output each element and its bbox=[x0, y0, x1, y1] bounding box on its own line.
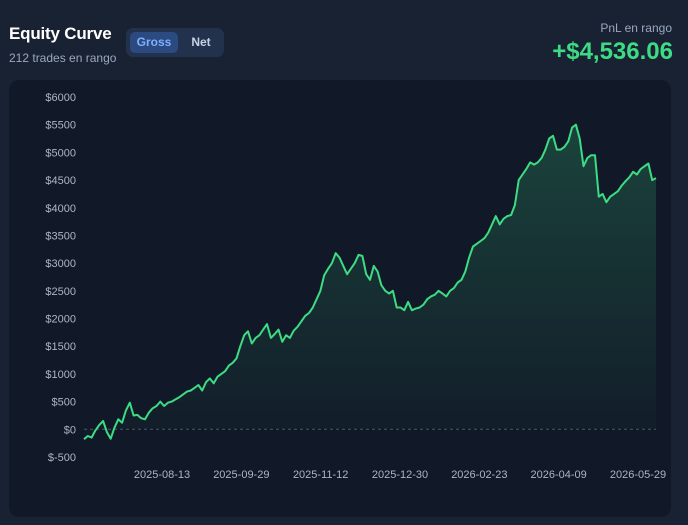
gross-net-toggle: Gross Net bbox=[126, 28, 224, 57]
y-tick-label: $-500 bbox=[48, 452, 76, 464]
net-toggle-button[interactable]: Net bbox=[191, 35, 211, 49]
x-tick-label: 2025-09-29 bbox=[213, 469, 269, 481]
y-tick-label: $3000 bbox=[45, 258, 76, 270]
equity-area-fill bbox=[84, 124, 656, 440]
trade-count-subtitle: 212 trades en rango bbox=[9, 51, 117, 65]
x-tick-label: 2026-04-09 bbox=[531, 469, 587, 481]
y-axis: $-500 $0 $500 $1000 $1500 $2000 $2500 $3000 $350… bbox=[45, 92, 76, 464]
y-tick-label: $1500 bbox=[45, 341, 76, 353]
y-tick-label: $5500 bbox=[45, 120, 76, 132]
pnl-value: +$4,536.06 bbox=[552, 38, 673, 65]
chart-title: Equity Curve bbox=[9, 24, 112, 43]
y-tick-label: $2000 bbox=[45, 314, 76, 326]
y-tick-label: $4500 bbox=[45, 175, 76, 187]
y-tick-label: $5000 bbox=[45, 147, 76, 159]
y-tick-label: $1000 bbox=[45, 369, 76, 381]
pnl-label: PnL en rango bbox=[600, 21, 672, 35]
x-axis: 2025-08-13 2025-09-29 2025-11-12 2025-12-30… bbox=[134, 469, 666, 481]
x-tick-label: 2026-05-29 bbox=[610, 469, 666, 481]
x-tick-label: 2025-08-13 bbox=[134, 469, 190, 481]
equity-line bbox=[83, 123, 657, 441]
y-tick-label: $6000 bbox=[45, 92, 76, 104]
y-tick-label: $0 bbox=[64, 424, 76, 436]
y-tick-label: $2500 bbox=[45, 286, 76, 298]
gross-toggle-button[interactable]: Gross bbox=[130, 32, 178, 53]
x-tick-label: 2025-12-30 bbox=[372, 469, 428, 481]
x-tick-label: 2026-02-23 bbox=[451, 469, 507, 481]
y-tick-label: $4000 bbox=[45, 203, 76, 215]
x-tick-label: 2025-11-12 bbox=[293, 469, 348, 481]
y-tick-label: $500 bbox=[52, 397, 76, 409]
y-tick-label: $3500 bbox=[45, 230, 76, 242]
